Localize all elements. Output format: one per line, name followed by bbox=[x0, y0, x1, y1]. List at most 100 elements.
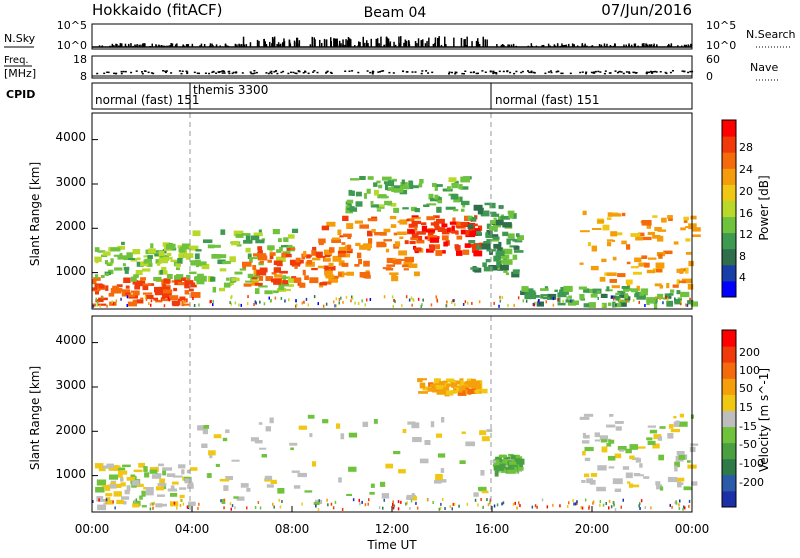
data-cell-4-44 bbox=[643, 476, 650, 479]
sky-sample-267 bbox=[258, 40, 260, 47]
freq-sample-139 bbox=[555, 71, 558, 73]
data-cell-8-23 bbox=[685, 238, 691, 242]
data-cell-0-55 bbox=[116, 474, 123, 478]
freq-sample-98 bbox=[312, 71, 315, 73]
data-cell-0-67 bbox=[163, 278, 171, 284]
data-cell-0-1 bbox=[158, 503, 167, 507]
data-cell-8-81 bbox=[678, 280, 686, 283]
velocity-colorbar: 200 100 50 15 -15 -50 -100 -200 Velocity… bbox=[721, 329, 771, 508]
freq-sample-162 bbox=[464, 70, 467, 72]
freq-sample-59 bbox=[380, 70, 383, 72]
freq-sample-57 bbox=[448, 73, 450, 75]
sky-sample-27 bbox=[264, 41, 266, 47]
data-cell-5-48 bbox=[460, 229, 467, 235]
ground-scatter-cell-107 bbox=[392, 506, 395, 510]
data-cell-3-18 bbox=[257, 255, 268, 261]
data-cell-0-61 bbox=[189, 467, 198, 471]
ground-scatter-cell-149 bbox=[453, 502, 456, 506]
data-cell-3-52 bbox=[306, 260, 313, 265]
freq-sample-49 bbox=[427, 72, 430, 74]
data-cell-9-53 bbox=[634, 293, 641, 298]
ground-scatter-cell-120 bbox=[464, 300, 467, 304]
data-cell-2-53 bbox=[418, 378, 427, 381]
data-cell-4-9 bbox=[612, 478, 623, 485]
ground-scatter-cell-140 bbox=[622, 498, 624, 502]
ground-scatter-cell-44 bbox=[392, 500, 394, 504]
data-cell-2-68 bbox=[241, 233, 251, 236]
sky-sample-265 bbox=[344, 44, 347, 47]
freq-sample-74 bbox=[307, 72, 310, 75]
data-cell-4-69 bbox=[646, 437, 653, 441]
data-cell-4-30 bbox=[367, 218, 378, 222]
data-cell-9-37 bbox=[579, 294, 585, 300]
sky-sample-142 bbox=[289, 43, 292, 47]
data-cell-6-58 bbox=[378, 184, 383, 189]
data-cell-3-65 bbox=[503, 456, 514, 460]
data-cell-8-53 bbox=[590, 265, 599, 271]
data-cell-5-64 bbox=[414, 247, 422, 252]
data-cell-1-46 bbox=[225, 429, 230, 434]
freq-sample-5 bbox=[594, 70, 597, 73]
data-cell-0-77 bbox=[95, 291, 99, 295]
colorbar-block-8 bbox=[722, 152, 736, 169]
freq-sample-157 bbox=[253, 70, 256, 72]
data-cell-2-17 bbox=[479, 388, 488, 394]
data-cell-0-59 bbox=[145, 491, 154, 496]
sky-sample-42 bbox=[394, 44, 397, 47]
data-cell-0-75 bbox=[186, 278, 191, 282]
sky-sample-263 bbox=[187, 44, 189, 47]
ground-scatter-cell-38 bbox=[197, 506, 199, 510]
data-cell-4-80 bbox=[371, 229, 376, 233]
data-cell-0-44 bbox=[151, 474, 162, 479]
freq-sample-115 bbox=[515, 70, 518, 73]
data-cell-1-25 bbox=[219, 478, 230, 482]
sky-sample-93 bbox=[496, 44, 498, 47]
freq-sample-94 bbox=[280, 71, 283, 74]
sky-sample-198 bbox=[424, 43, 427, 47]
data-cell-9-33 bbox=[617, 299, 626, 303]
data-cell-7-68 bbox=[484, 202, 492, 206]
data-cell-0-63 bbox=[98, 467, 106, 472]
data-cell-1-75 bbox=[380, 481, 386, 487]
ground-scatter-cell-2 bbox=[168, 298, 171, 302]
sky-sample-175 bbox=[614, 45, 616, 47]
data-cell-8-88 bbox=[657, 235, 664, 242]
ground-scatter-cell-62 bbox=[632, 299, 635, 302]
data-cell-0-14 bbox=[142, 285, 149, 291]
freq-sample-60 bbox=[369, 71, 372, 74]
data-cell-5-74 bbox=[473, 250, 483, 257]
ground-scatter-cell-100 bbox=[183, 301, 185, 304]
freq-sample-39 bbox=[186, 72, 189, 75]
ground-scatter-cell-100 bbox=[416, 506, 419, 510]
sky-sample-70 bbox=[633, 43, 636, 47]
freq-sample-114 bbox=[377, 71, 380, 73]
data-cell-7-59 bbox=[489, 226, 498, 231]
ground-scatter-cell-139 bbox=[567, 505, 569, 508]
data-cell-2-22 bbox=[279, 246, 283, 252]
freq-sample-52 bbox=[513, 72, 516, 75]
data-cell-1-62 bbox=[465, 441, 475, 447]
data-cell-1-60 bbox=[240, 483, 249, 488]
data-cell-7-73 bbox=[482, 262, 487, 268]
data-cell-4-28 bbox=[355, 242, 361, 246]
data-cell-6-41 bbox=[460, 176, 470, 183]
freq-sample-64 bbox=[392, 72, 395, 74]
freq-sample-56 bbox=[313, 70, 316, 72]
data-cell-0-52 bbox=[188, 282, 196, 286]
ground-scatter-cell-139 bbox=[522, 299, 525, 303]
data-cell-3-56 bbox=[291, 260, 302, 265]
sky-sample-159 bbox=[245, 44, 248, 47]
data-cell-7-26 bbox=[480, 210, 490, 217]
sky-sample-43 bbox=[670, 43, 673, 47]
ground-scatter-cell-22 bbox=[255, 301, 257, 305]
data-cell-3-81 bbox=[510, 455, 516, 460]
ground-scatter-cell-58 bbox=[534, 504, 537, 508]
sky-sample-20 bbox=[136, 44, 138, 47]
ground-scatter-cell-113 bbox=[229, 301, 231, 304]
data-cell-4-59 bbox=[629, 455, 635, 460]
data-cell-6-9 bbox=[355, 191, 362, 197]
freq-sample-171 bbox=[208, 72, 211, 75]
data-cell-1-88 bbox=[147, 255, 153, 259]
sky-sample-127 bbox=[478, 44, 481, 47]
ground-scatter-cell-98 bbox=[430, 303, 433, 307]
